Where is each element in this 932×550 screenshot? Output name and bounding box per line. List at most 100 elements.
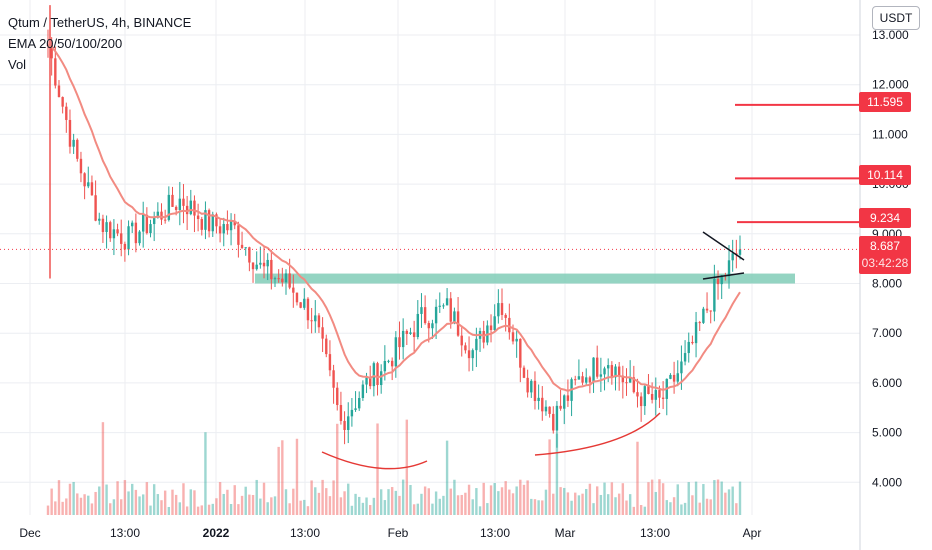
- volume-bar: [606, 494, 610, 515]
- volume-bar: [522, 484, 526, 515]
- candle-body: [416, 313, 419, 338]
- candle-body: [727, 260, 731, 277]
- volume-bar: [574, 492, 577, 515]
- candle-body: [50, 45, 53, 59]
- volume-bar: [423, 486, 427, 515]
- candle-body: [343, 420, 346, 430]
- volume-bar: [112, 499, 116, 515]
- volume-bar: [379, 489, 383, 515]
- candle-body: [160, 211, 163, 220]
- volume-bar: [54, 501, 57, 515]
- support-zone: [255, 273, 795, 284]
- volume-bar: [339, 497, 343, 515]
- time-axis[interactable]: Dec 13:00 2022 13:00 Feb 13:00 Mar 13:00 Apr: [19, 526, 761, 540]
- volume-bar: [467, 484, 471, 515]
- triangle-lower-line: [702, 272, 745, 280]
- rounded-bottom-arc-2: [534, 412, 661, 456]
- candle-body: [248, 247, 251, 263]
- triangle-upper-line: [702, 231, 745, 261]
- candle-body: [98, 218, 101, 221]
- volume-bar: [398, 495, 401, 515]
- candle-body: [277, 278, 280, 280]
- candle-body: [174, 206, 178, 211]
- volume-bar: [343, 491, 346, 515]
- candle-body: [379, 371, 383, 386]
- candle-body: [636, 392, 639, 397]
- volume-bar: [453, 479, 456, 515]
- volume-bar: [698, 502, 701, 515]
- candle-body: [387, 360, 390, 362]
- volume-bar: [90, 503, 94, 515]
- volume-bar: [731, 486, 734, 515]
- volume-label[interactable]: Vol: [8, 57, 27, 72]
- volume-bar: [98, 486, 101, 515]
- candle-body: [218, 226, 222, 234]
- candle-body: [149, 224, 152, 234]
- volume-bar: [603, 482, 606, 515]
- volume-bar: [94, 491, 97, 515]
- candle-body: [295, 292, 299, 303]
- volume-bar: [581, 493, 584, 515]
- candle-body: [134, 222, 138, 244]
- volume-bar: [420, 493, 423, 515]
- volume-bar: [596, 486, 599, 515]
- candle-body: [544, 406, 548, 412]
- candle-body: [420, 307, 423, 314]
- symbol-title[interactable]: Qtum / TetherUS, 4h, BINANCE: [8, 15, 192, 30]
- volume-bar: [200, 505, 203, 515]
- volume-bar: [486, 503, 489, 515]
- volume-bar: [167, 506, 171, 515]
- candle-body: [237, 225, 240, 245]
- volume-bar: [709, 499, 712, 515]
- candle-body: [738, 249, 742, 255]
- volume-bar: [193, 490, 196, 515]
- currency-button[interactable]: USDT: [872, 6, 920, 30]
- candle-body: [109, 222, 112, 239]
- volume-bar: [720, 481, 723, 515]
- volume-bar: [229, 504, 233, 515]
- candle-body: [196, 215, 200, 220]
- volume-bar: [87, 495, 90, 515]
- price-levels: [0, 103, 860, 250]
- volume-bar: [365, 497, 368, 515]
- volume-bar: [577, 495, 581, 515]
- candle-body: [654, 390, 657, 400]
- volume-bar: [387, 489, 390, 515]
- candle-body: [376, 363, 379, 386]
- volume-bar: [500, 487, 504, 515]
- candle-body: [167, 194, 171, 220]
- candle-body: [709, 310, 712, 312]
- y-tick-label: 5.000: [872, 426, 902, 440]
- candle-body: [691, 341, 694, 344]
- volume-bar: [643, 506, 647, 515]
- candle-body: [361, 384, 365, 399]
- volume-bar: [65, 498, 68, 515]
- candle-body: [442, 305, 445, 307]
- indicator-label[interactable]: EMA 20/50/100/200: [8, 36, 123, 51]
- volume-bar: [131, 483, 134, 515]
- volume-bar: [178, 502, 182, 515]
- candle-body: [731, 253, 734, 261]
- volume-bar: [138, 496, 141, 515]
- volume-bar: [281, 440, 284, 515]
- candle-body: [281, 278, 284, 283]
- volume-bar: [471, 499, 474, 515]
- volume-bar: [661, 483, 665, 515]
- candle-body: [226, 224, 229, 231]
- volume-bar: [658, 479, 661, 515]
- volume-bar: [266, 502, 269, 515]
- candle-body: [79, 158, 83, 174]
- volume-bar: [244, 486, 247, 515]
- candle-body: [460, 335, 463, 346]
- volume-bar: [310, 480, 313, 515]
- candle-body: [211, 214, 214, 232]
- candle-body: [702, 308, 705, 323]
- volume-bar: [189, 489, 192, 515]
- candle-body: [314, 315, 317, 322]
- candle-body: [581, 376, 584, 383]
- volume-bar: [672, 497, 676, 515]
- candle-body: [68, 119, 72, 147]
- candle-body: [200, 219, 203, 230]
- candle-body: [292, 287, 295, 293]
